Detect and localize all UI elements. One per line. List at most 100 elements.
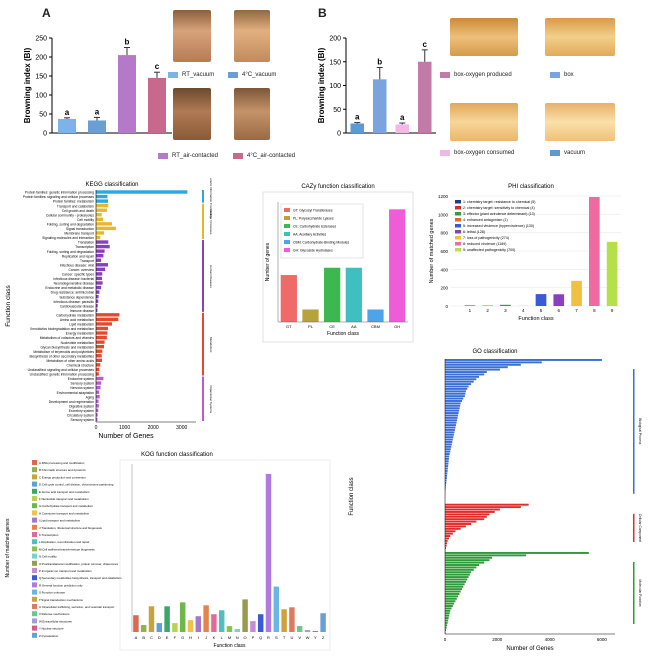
- y-tick-label: 1000: [438, 212, 449, 217]
- category-label: Glycan biosynthesis and metabolism: [40, 345, 94, 349]
- bar: [156, 623, 163, 632]
- chart-go: GO classification 0 2000 4000 6000 Number of …: [349, 349, 642, 652]
- bar: [445, 436, 454, 439]
- bar: [445, 383, 472, 386]
- bar: [445, 477, 447, 480]
- bar: [96, 381, 102, 385]
- chart-frame: [262, 191, 414, 343]
- chart-phi: PHI classification 0 200 400 600 800 1000 1200 1…: [429, 184, 621, 322]
- x-tick-label: A: [135, 635, 138, 640]
- legend-label: PL: Polysaccharide Lyases: [293, 217, 334, 221]
- legend-a-4: 4°C_air-contacted: [233, 153, 295, 159]
- bar: [96, 272, 103, 276]
- category-label: Xenobiotics biodegradation and metabolis…: [30, 327, 94, 331]
- category-label: Drug resistance: antimicrobial: [51, 291, 95, 295]
- category-label: Protein families: metabolism: [53, 200, 94, 204]
- legend-swatch: [158, 153, 168, 159]
- legend-swatch: [32, 560, 37, 566]
- category-label: Infectious disease: viral: [60, 263, 95, 267]
- y-tick-label: 150: [329, 59, 341, 66]
- x-tick-label: 0: [95, 425, 98, 431]
- bar: [445, 438, 453, 441]
- bar: [96, 354, 102, 358]
- legend-swatch: [32, 568, 37, 573]
- y-tick-label: 50: [39, 112, 47, 119]
- y-tick-label: 800: [440, 231, 448, 236]
- category-label: Aging: [86, 395, 95, 399]
- legend-label: R:General function prediction only: [39, 583, 83, 587]
- y-tick-label: 250: [35, 36, 47, 43]
- bar: [445, 619, 449, 622]
- bar: [96, 203, 109, 208]
- bar: [445, 486, 446, 489]
- legend-swatch: [32, 632, 37, 638]
- legend-swatch: [32, 611, 37, 617]
- chart-title: GO classification: [472, 349, 517, 355]
- legend-swatch: [550, 150, 560, 156]
- bar: [445, 431, 455, 434]
- bar: [96, 253, 104, 258]
- legend-a-2: 4°C_vacuum: [228, 72, 276, 78]
- legend-a-3: RT_air-contacted: [158, 153, 218, 159]
- y-tick-label: 400: [440, 267, 448, 272]
- group-bar: [633, 369, 635, 494]
- legend-label: C:Energy production and conversion: [39, 475, 86, 479]
- bar: [172, 623, 178, 632]
- bar: [418, 61, 432, 133]
- legend-swatch: [32, 596, 37, 602]
- legend-label: 4°C_air-contacted: [247, 153, 296, 159]
- category-label: Excretory system: [69, 409, 95, 413]
- significance-letter: a: [400, 113, 405, 122]
- bar: [96, 208, 107, 212]
- bar: [445, 397, 464, 400]
- bar: [96, 367, 100, 372]
- bar: [445, 371, 487, 373]
- legend-label: I:Lipid transport and metabolism: [39, 519, 81, 523]
- bar: [445, 450, 451, 453]
- legend-b-1: box-oxygen produced: [440, 72, 512, 78]
- bar: [445, 469, 448, 472]
- x-tick-label: 9: [611, 308, 614, 313]
- category-label: Neurodegenerative disease: [54, 282, 94, 286]
- legend-swatch: [455, 236, 461, 240]
- bar: [257, 614, 264, 632]
- bar: [445, 395, 465, 398]
- category-label: Immune disease: [70, 309, 94, 313]
- x-axis-label: Function class: [518, 316, 553, 322]
- bar: [96, 231, 104, 235]
- bar: [96, 399, 99, 403]
- x-tick-label: T: [283, 635, 286, 640]
- bar: [445, 527, 461, 530]
- x-tick-label: 5: [540, 308, 543, 313]
- bar: [96, 326, 108, 331]
- bar: [234, 629, 241, 632]
- bar: [445, 489, 446, 492]
- legend-label: N:Cell motility: [39, 555, 57, 559]
- bar: [187, 620, 194, 632]
- bar: [296, 626, 303, 632]
- legend-swatch: [32, 496, 37, 501]
- bar: [367, 309, 384, 322]
- bar: [96, 363, 101, 367]
- category-label: Folding, sorting and degradation: [47, 222, 94, 226]
- legend-label: W:Extracellular structures: [39, 619, 72, 623]
- legend-label: Y:Nuclear structure: [39, 627, 64, 631]
- x-tick-label: F: [174, 635, 177, 640]
- category-label: Protein families: signaling and cellular…: [23, 195, 94, 199]
- bar: [96, 294, 99, 299]
- bar: [302, 309, 319, 322]
- bar: [445, 409, 460, 412]
- legend-swatch: [32, 582, 37, 588]
- x-tick-label: CBM: [371, 324, 380, 329]
- bar: [445, 359, 602, 361]
- chart-cazy: CAZy function classification GT PL CE AA CBM G…: [262, 184, 414, 343]
- x-tick-label: D: [158, 635, 161, 640]
- x-tick-label: 4000: [545, 637, 556, 642]
- bar: [445, 631, 446, 634]
- bar: [218, 610, 225, 632]
- y-tick-label: 50: [333, 107, 341, 114]
- bar: [445, 583, 465, 586]
- legend-swatch: [228, 72, 238, 78]
- bar: [304, 630, 311, 632]
